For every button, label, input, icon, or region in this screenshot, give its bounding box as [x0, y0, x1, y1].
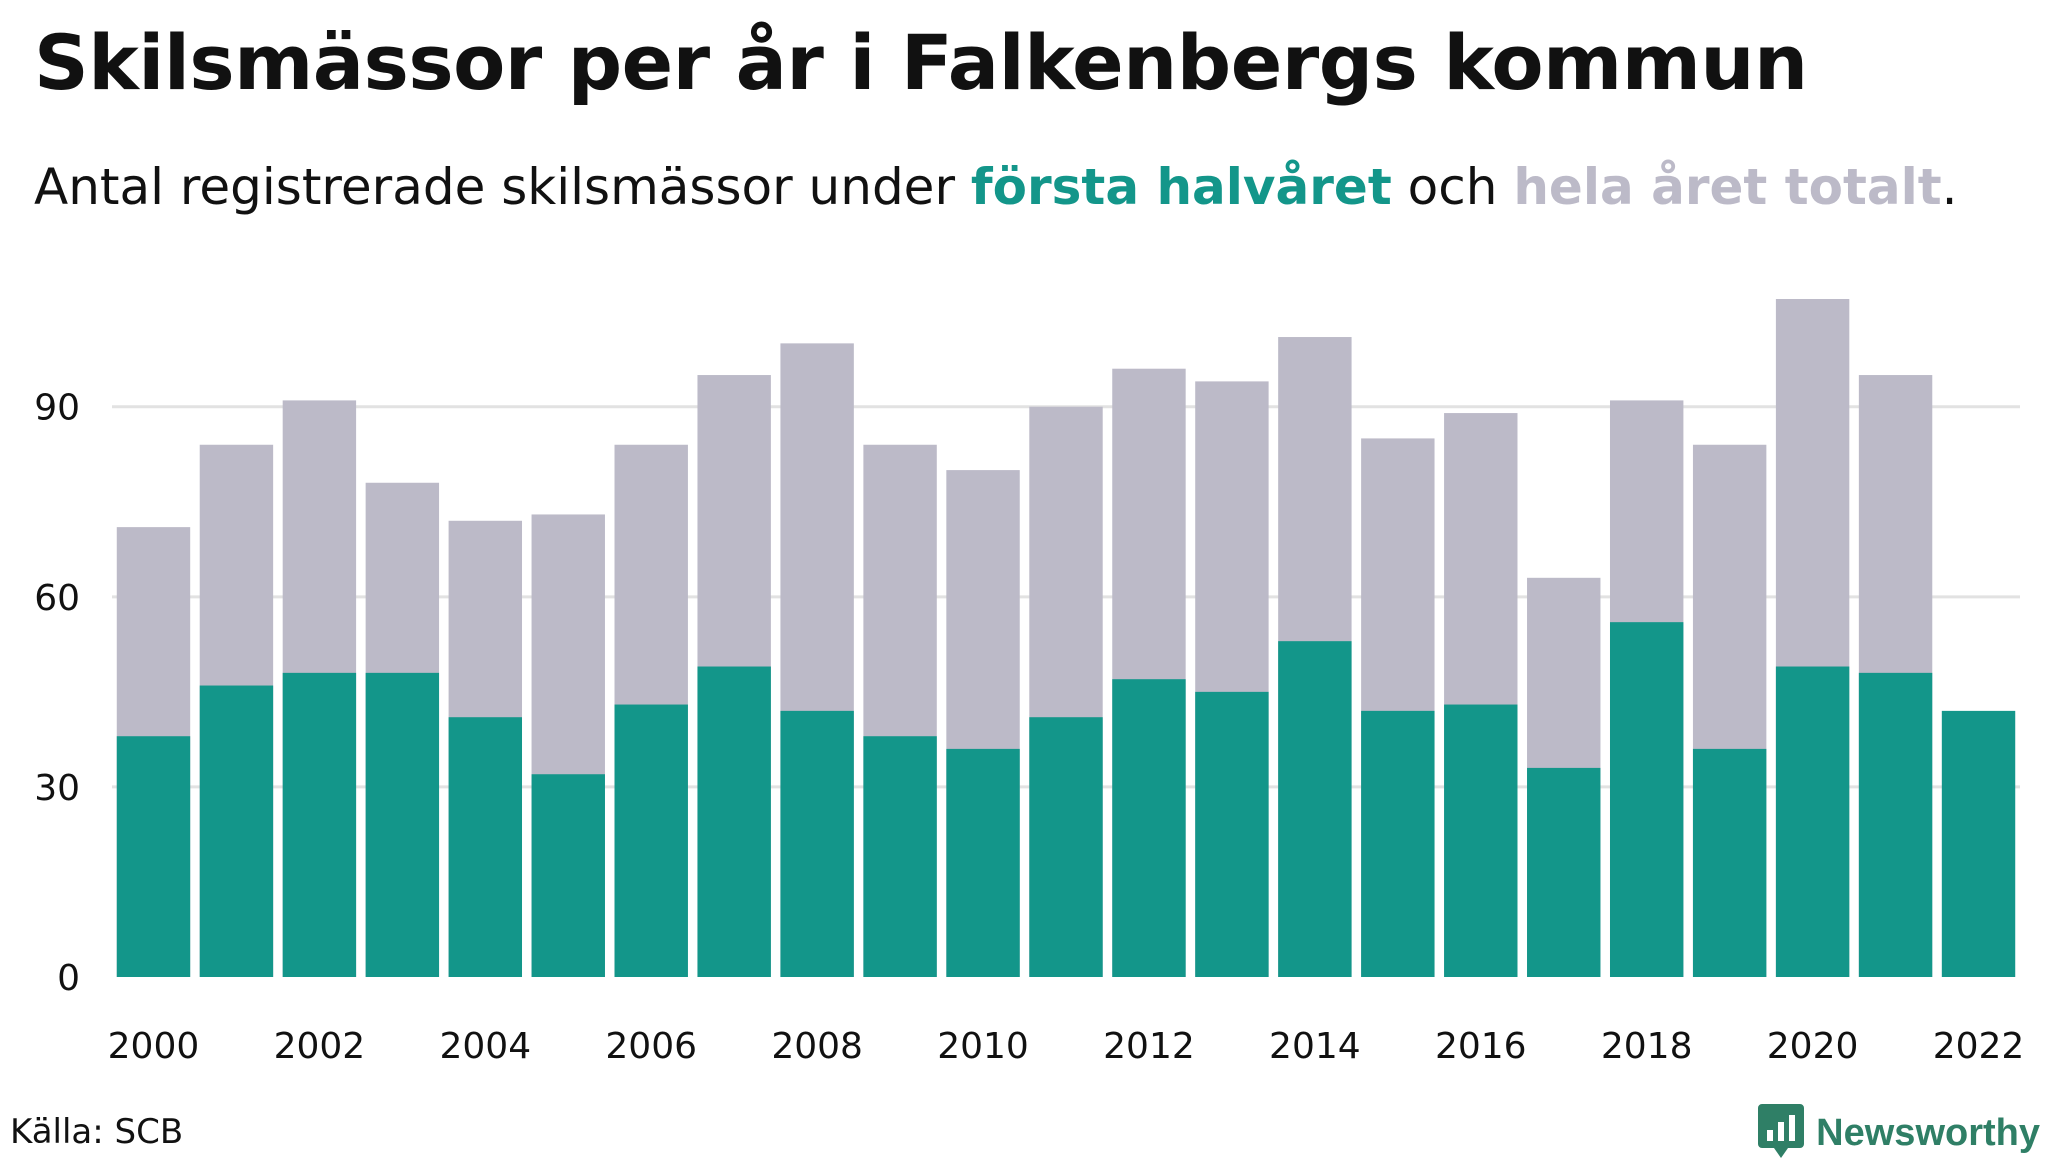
bar-first-half — [1692, 748, 1767, 977]
subtitle-full-year: hela året totalt — [1513, 158, 1942, 216]
x-tick-label: 2000 — [108, 1026, 200, 1067]
bar-first-half — [946, 748, 1020, 977]
bar-chart: 0 30 60 90 2000 2002 2004 2006 2008 2010 2012 2014… — [34, 299, 2025, 1067]
bar-first-half — [448, 717, 523, 977]
bar-first-half — [697, 666, 771, 977]
bar-first-half — [1444, 704, 1518, 977]
x-tick-label: 2018 — [1601, 1026, 1693, 1067]
chart-title: Skilsmässor per år i Falkenbergs kommun — [34, 18, 1808, 107]
x-tick-label: 2008 — [771, 1026, 863, 1067]
source-note: Källa: SCB — [10, 1112, 184, 1152]
y-tick-label: 0 — [57, 958, 80, 999]
x-tick-label: 2010 — [937, 1026, 1029, 1067]
brand: Newsworthy — [1758, 1104, 2040, 1162]
bar-first-half — [1941, 710, 2016, 977]
y-tick-label: 60 — [34, 578, 80, 619]
y-tick-label: 90 — [34, 388, 80, 429]
bar-first-half — [1609, 622, 1684, 977]
x-tick-label: 2014 — [1269, 1026, 1361, 1067]
bar-first-half — [199, 685, 274, 977]
newsworthy-logo-icon — [1758, 1104, 1805, 1162]
bar-first-half — [1858, 672, 1933, 977]
bars — [116, 299, 2016, 978]
x-tick-label: 2004 — [439, 1026, 531, 1067]
bar-first-half — [1278, 641, 1352, 977]
bar-first-half — [1029, 717, 1103, 977]
bar-first-half — [1195, 691, 1269, 977]
chart-subtitle: Antal registrerade skilsmässor under för… — [34, 158, 1958, 216]
subtitle-prefix: Antal registrerade skilsmässor under — [34, 158, 971, 216]
y-tick-label: 30 — [34, 768, 80, 809]
bar-first-half — [614, 704, 688, 977]
x-tick-label: 2022 — [1933, 1026, 2025, 1067]
subtitle-first-half: första halvåret — [970, 158, 1392, 216]
x-tick-label: 2002 — [274, 1026, 366, 1067]
subtitle-suffix: . — [1941, 158, 1958, 216]
bar-first-half — [365, 672, 440, 977]
x-tick-label: 2020 — [1767, 1026, 1859, 1067]
bar-first-half — [1527, 767, 1601, 977]
bar-first-half — [282, 672, 357, 977]
y-axis-ticks: 0 30 60 90 — [34, 388, 80, 999]
x-tick-label: 2006 — [605, 1026, 697, 1067]
x-tick-label: 2016 — [1435, 1026, 1527, 1067]
bar-first-half — [1361, 710, 1435, 977]
brand-name: Newsworthy — [1816, 1111, 2040, 1154]
subtitle-mid: och — [1391, 158, 1514, 216]
x-tick-label: 2012 — [1103, 1026, 1195, 1067]
x-axis-ticks: 2000 2002 2004 2006 2008 2010 2012 2014 2016 2018… — [108, 1026, 2025, 1067]
bar-first-half — [863, 736, 937, 977]
bar-first-half — [531, 774, 605, 977]
bar-first-half — [1775, 666, 1850, 977]
bar-first-half — [1112, 679, 1186, 977]
bar-first-half — [116, 736, 191, 977]
bar-first-half — [780, 710, 854, 977]
